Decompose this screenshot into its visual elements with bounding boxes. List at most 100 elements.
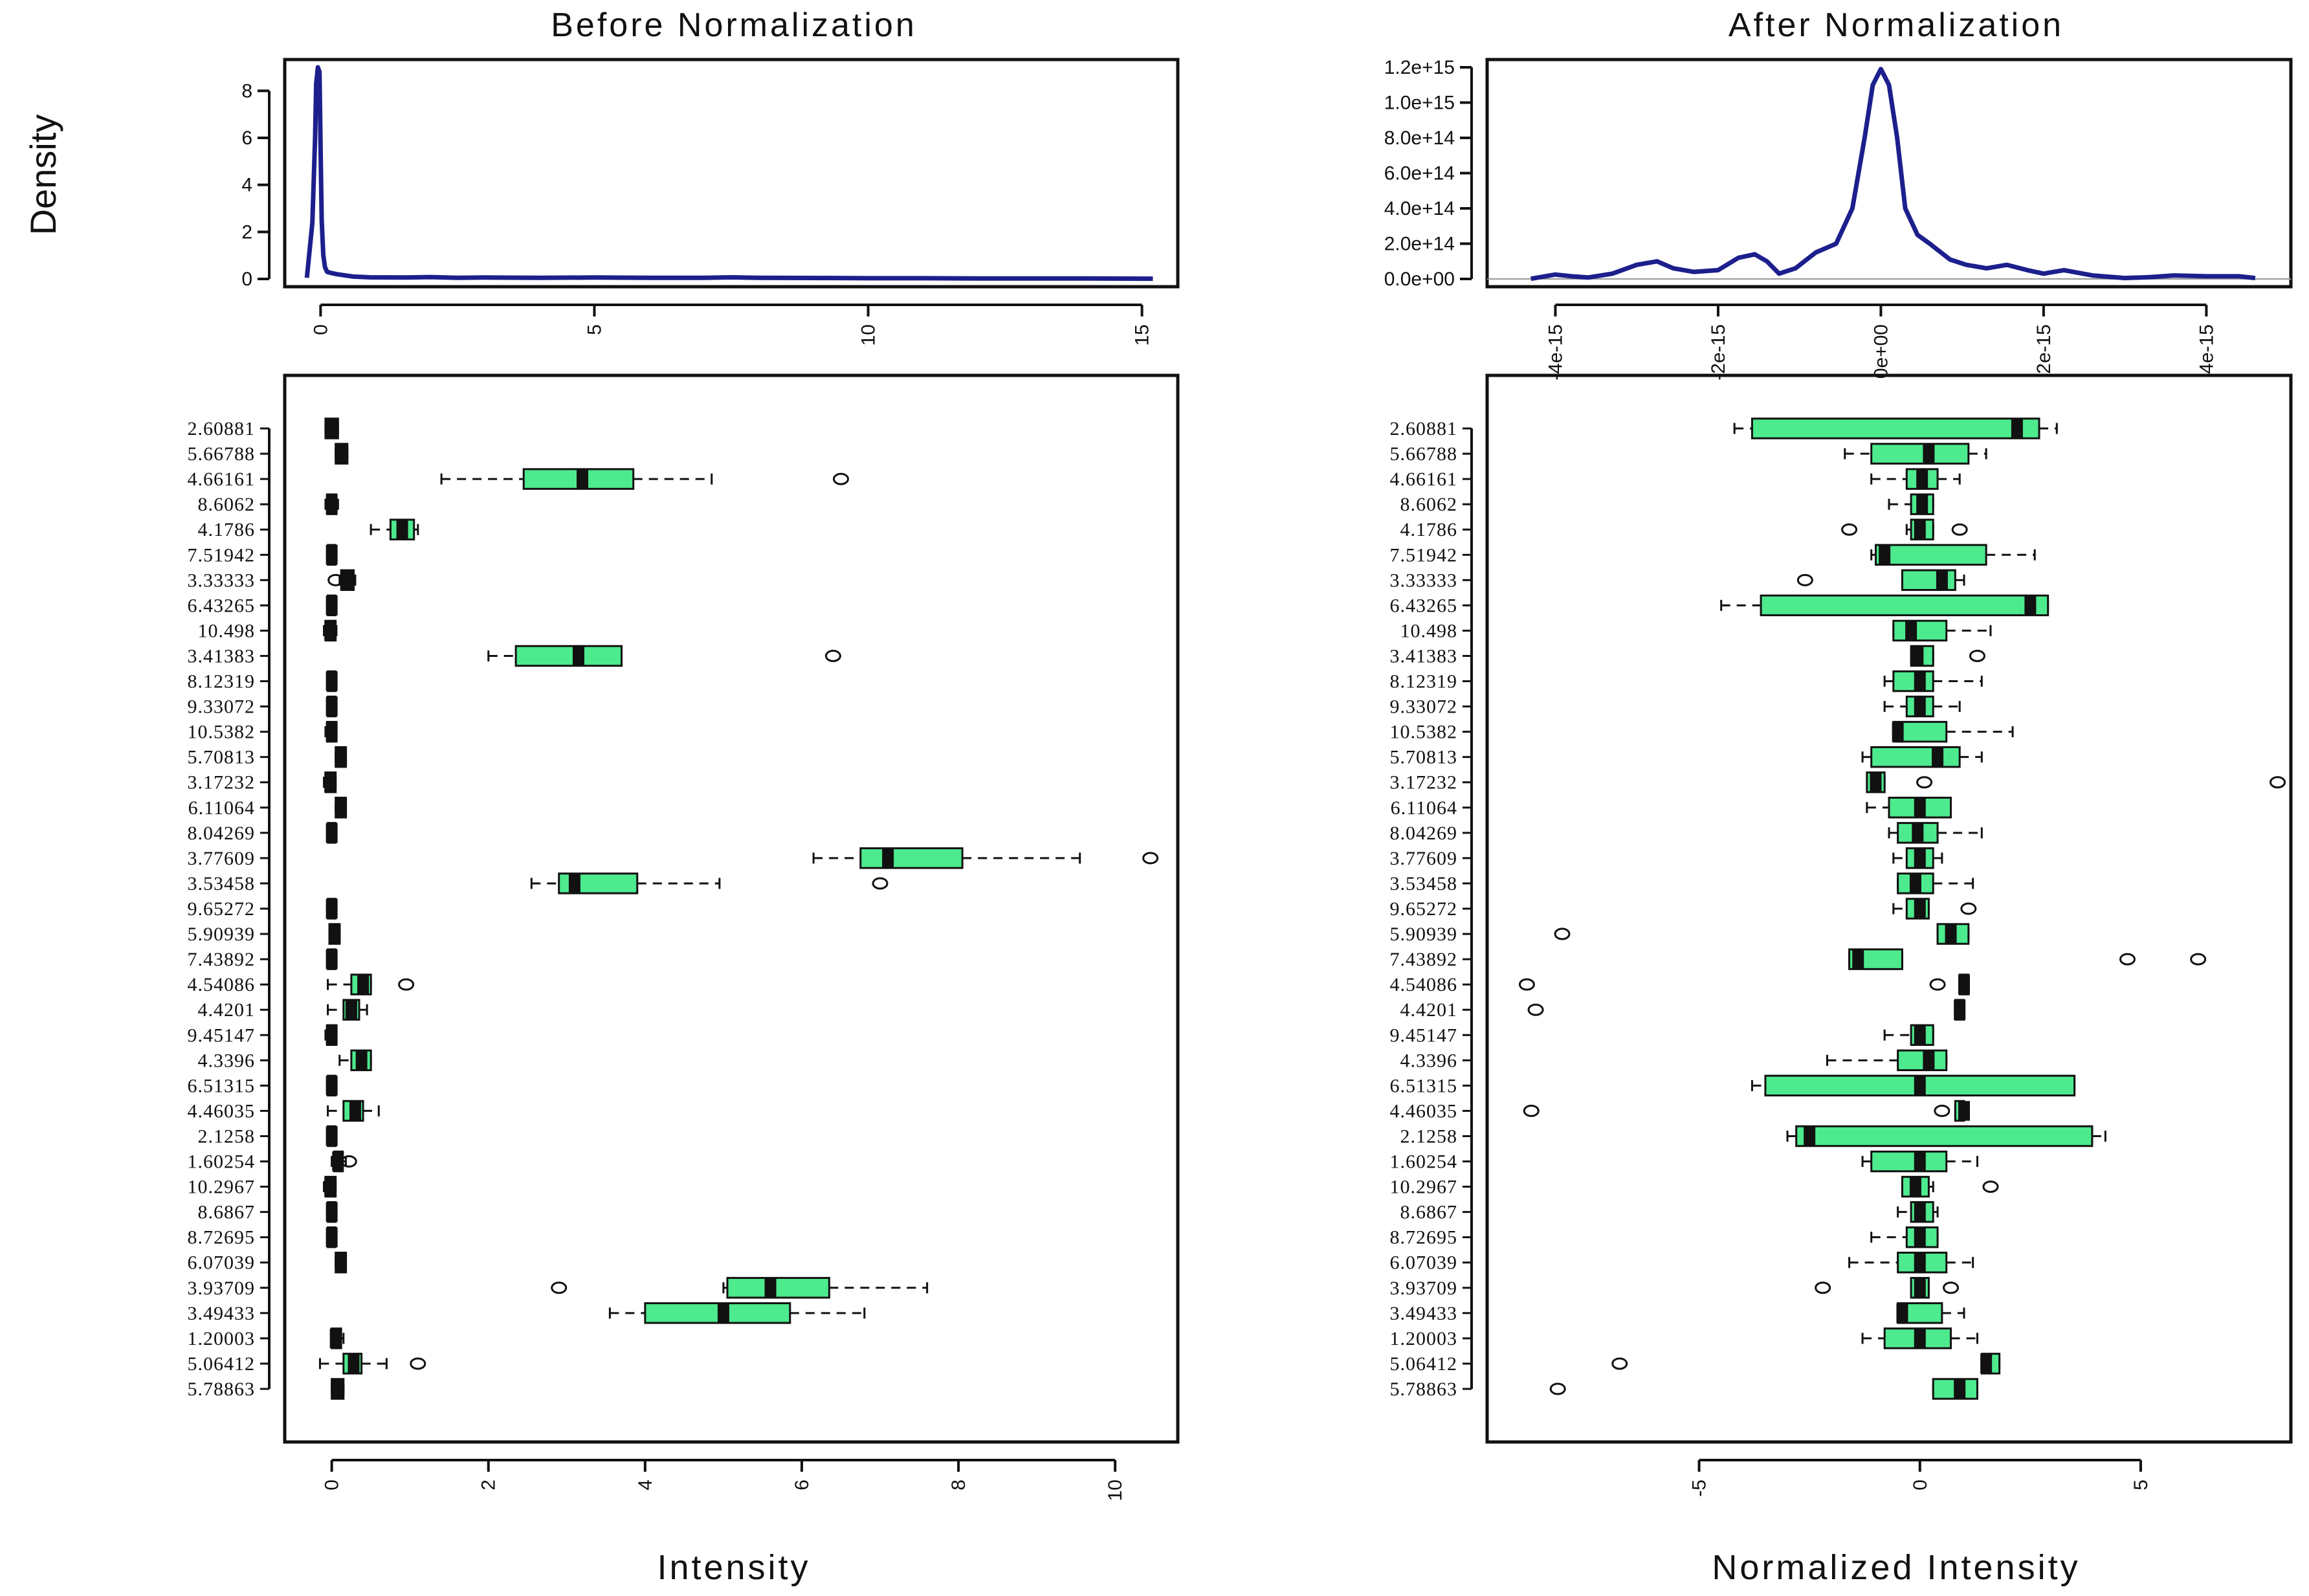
box_before-box (326, 594, 338, 617)
box_after-category-label: 6.11064 (1391, 797, 1457, 819)
box_before-box (370, 518, 419, 540)
box-median (1905, 621, 1917, 641)
box_after-box (1910, 645, 1985, 667)
box-iqr (1892, 619, 1948, 642)
box_after-category-label: 5.66788 (1390, 443, 1458, 465)
box_before-category-label: 3.53458 (188, 873, 256, 894)
box_after-category-label: 3.33333 (1390, 570, 1458, 591)
box_after-category-label: 4.46035 (1390, 1100, 1458, 1122)
box-median (1914, 1151, 1926, 1171)
box_before-category-label: 3.41383 (188, 645, 256, 667)
density_after-y-axis: 0.0e+00 2.0e+14 4.0e+14 6.0e+14 8.0e+14 1.0e+… (1384, 57, 1473, 290)
box_before-box (323, 619, 338, 642)
box_after-y-axis: 2.60881 5.66788 4.66161 8.6062 4.1786 7.51942… (1390, 418, 1473, 1400)
box_after-box (1892, 898, 1977, 920)
box_before-category-label: 10.498 (198, 620, 256, 641)
box_before-x-tick-label: 0 (322, 1480, 343, 1491)
box-median (1914, 1227, 1926, 1247)
box-median (329, 924, 341, 944)
box-median (1954, 999, 1966, 1020)
box_before-box (338, 1049, 372, 1072)
box_before-box (324, 720, 338, 743)
box-median (332, 1151, 344, 1171)
box_before-category-label: 4.66161 (188, 469, 256, 490)
box-median (1923, 1050, 1935, 1070)
box-outlier (1929, 978, 1946, 991)
box_after-box (1841, 518, 1968, 540)
box_before-box (326, 822, 338, 844)
box_after-box (1883, 695, 1961, 718)
box-outlier (2190, 953, 2207, 966)
box_after-box (1883, 1024, 1934, 1046)
box_before-box (335, 443, 349, 465)
box_before-box (327, 999, 368, 1021)
box-median (324, 772, 337, 792)
box_after-box (1861, 1327, 1978, 1349)
box_after-category-label: 3.49433 (1390, 1303, 1458, 1324)
density_after-frame (1485, 58, 2293, 289)
box_after-category-label: 4.1786 (1400, 519, 1458, 540)
density_before-x-tick-label: 5 (584, 324, 605, 335)
box-outlier (1943, 1281, 1960, 1294)
box_before-category-label: 4.1786 (198, 519, 256, 540)
box_after-box (1848, 948, 2207, 970)
box_after-category-label: 7.51942 (1390, 544, 1458, 566)
density_before-y-axis: 0 2 4 6 8 (241, 80, 271, 290)
box-median (326, 898, 338, 919)
box_after-category-label: 8.72695 (1390, 1227, 1458, 1248)
box-outlier (1951, 523, 1968, 536)
box_before-category-label: 4.46035 (188, 1100, 256, 1122)
box_before-box (329, 1327, 345, 1349)
box-median (2011, 418, 2023, 439)
box_after-category-label: 4.54086 (1390, 974, 1458, 995)
box-median (326, 1227, 338, 1247)
box_before-category-label: 3.33333 (188, 570, 256, 591)
box_before-frame (283, 373, 1180, 1444)
box_before-x-tick-label: 2 (478, 1480, 500, 1491)
box_before-category-label: 4.4201 (198, 999, 256, 1021)
box-median (1954, 1379, 1966, 1399)
box_before-category-label: 4.54086 (188, 974, 256, 995)
box-median (2024, 595, 2037, 615)
box-median (1923, 443, 1935, 464)
box-outlier (1982, 1180, 1999, 1193)
density_after-y-tick-label: 1.2e+15 (1384, 57, 1455, 78)
box-median (345, 999, 357, 1020)
box_after-box (1751, 1074, 2076, 1097)
box_before-category-label: 10.2967 (188, 1177, 256, 1198)
box-iqr (1892, 670, 1934, 693)
box-outlier (1549, 1382, 1566, 1395)
box-median (1896, 1303, 1908, 1324)
box_after-x-axis: -5 0 5 (1689, 1459, 2152, 1497)
box_after-box (1892, 720, 2014, 743)
box_before-category-label: 9.45147 (188, 1025, 256, 1046)
box_before-category-label: 6.51315 (188, 1075, 256, 1096)
box_after-box (1861, 1150, 1978, 1173)
box-median (324, 1177, 337, 1197)
box-median (326, 1025, 338, 1045)
box_after-category-label: 8.12319 (1390, 671, 1458, 693)
box_after-category-label: 10.2967 (1390, 1177, 1458, 1198)
box-median (1852, 949, 1864, 970)
box_before-box (326, 898, 338, 920)
box_before-category-label: 5.06412 (188, 1353, 256, 1375)
box-median (1980, 1353, 1993, 1374)
box_before-box (335, 746, 348, 768)
box-outlier (1554, 927, 1571, 940)
box_before-category-label: 6.11064 (188, 797, 255, 819)
box-outlier (551, 1281, 568, 1294)
box-outlier (1527, 1003, 1544, 1016)
box_before-category-label: 5.90939 (188, 924, 256, 945)
box-iqr (726, 1277, 830, 1299)
box-outlier (1142, 852, 1159, 865)
box-median (326, 1126, 338, 1146)
box_after-category-label: 10.498 (1400, 620, 1458, 641)
box_before-category-label: 6.07039 (188, 1252, 256, 1274)
box_after-category-label: 3.17232 (1390, 772, 1458, 793)
box-iqr (1751, 417, 2040, 439)
box_after-box (1892, 619, 1992, 642)
box_after-x-tick-label: -5 (1689, 1480, 1710, 1497)
box_before-category-label: 5.70813 (188, 747, 256, 768)
box_before-category-label: 1.60254 (188, 1151, 256, 1173)
box_after-box (1870, 1226, 1939, 1248)
